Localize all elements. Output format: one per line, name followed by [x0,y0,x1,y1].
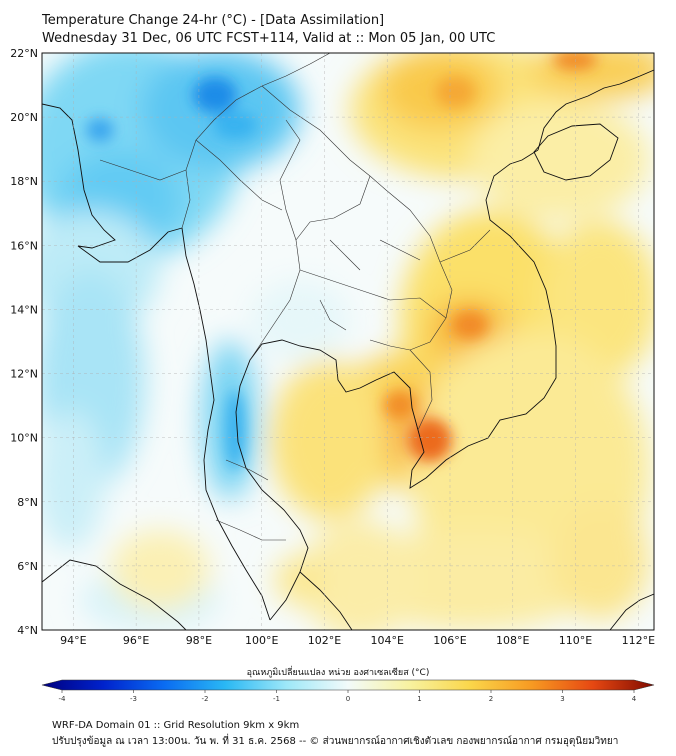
lon-label: 108°E [496,634,529,647]
latitude-labels: 22°N 20°N 18°N 16°N 14°N 12°N 10°N 8°N 6°N 4°N [10,47,38,637]
borders [99,53,491,541]
lon-label: 104°E [371,634,404,647]
colorbar-tick-label: 1 [417,695,421,703]
lat-label: 22°N [10,47,38,60]
lon-label: 100°E [245,634,278,647]
footer-line-2: ปรับปรุงข้อมูล ณ เวลา 13:00น. วัน พ. ที่… [52,736,619,747]
lat-label: 10°N [10,432,38,445]
longitude-labels: 94°E 96°E 98°E 100°E 102°E 104°E 106°E 108°E 110… [60,634,655,647]
lat-label: 12°N [10,368,38,381]
lat-label: 4°N [17,624,38,637]
lon-label: 102°E [308,634,341,647]
lat-label: 8°N [17,496,38,509]
lat-label: 14°N [10,303,38,316]
lon-label: 112°E [622,634,655,647]
colorbar: -4 -3 -2 -1 0 1 2 3 4 [41,679,655,703]
lon-label: 98°E [186,634,212,647]
footer-line-1: WRF-DA Domain 01 :: Grid Resolution 9km … [52,720,300,731]
colorbar-tick-label: -1 [273,695,280,703]
lat-label: 18°N [10,175,38,188]
colorbar-tick-label: 4 [632,695,637,703]
colorbar-tick-label: 0 [346,695,350,703]
colorbar-title: อุณหภูมิเปลี่ยนแปลง หน่วย องศาเซลเซียส (… [246,668,430,678]
map-border [41,52,655,631]
colorbar-tick-label: -2 [202,695,209,703]
lon-label: 94°E [60,634,86,647]
temperature-field [42,53,654,630]
lon-label: 110°E [559,634,592,647]
colorbar-tick-label: -3 [130,695,137,703]
lat-label: 20°N [10,111,38,124]
lat-label: 6°N [17,560,38,573]
lat-label: 16°N [10,239,38,252]
colorbar-tick-label: 2 [489,695,493,703]
coastlines [42,69,654,630]
lon-label: 96°E [123,634,149,647]
lon-label: 106°E [433,634,466,647]
colorbar-tick-label: 3 [560,695,564,703]
map-subtitle: Wednesday 31 Dec, 06 UTC FCST+114, Valid… [42,31,496,46]
colorbar-tick-label: -4 [59,695,67,703]
graticule [42,53,654,630]
map-title: Temperature Change 24-hr (°C) - [Data As… [42,13,385,28]
